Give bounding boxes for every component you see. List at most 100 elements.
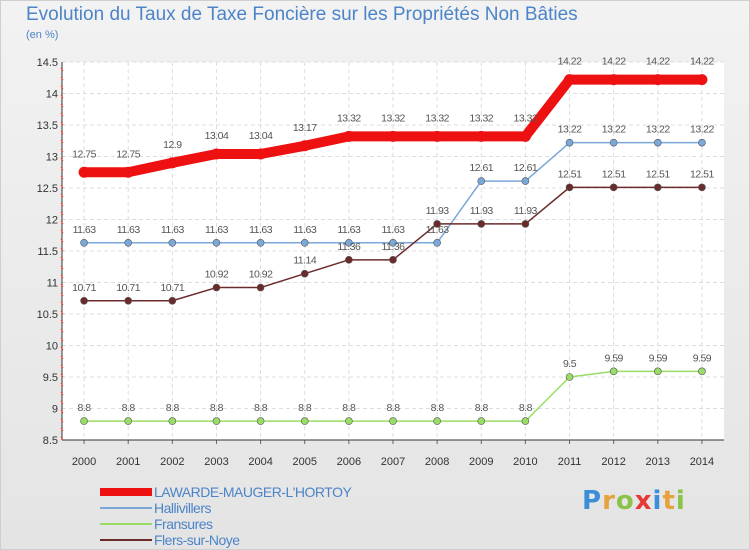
x-tick-label: 2007	[381, 456, 405, 468]
y-axis-dash	[60, 139, 64, 144]
data-label: 14.22	[558, 56, 582, 68]
x-tick-label: 2006	[337, 456, 361, 468]
x-tick-label: 2003	[204, 456, 228, 468]
x-tick-label: 2000	[72, 456, 96, 468]
y-axis-dash	[60, 274, 64, 279]
data-point	[653, 138, 662, 147]
x-tick-label: 2014	[690, 456, 714, 468]
y-axis-dash	[60, 427, 64, 432]
data-point	[609, 367, 618, 376]
data-label: 8.8	[342, 402, 356, 414]
data-label: 13.32	[337, 112, 361, 124]
data-label: 11.63	[249, 224, 273, 236]
y-axis-dash	[60, 112, 64, 117]
data-label: 8.8	[122, 402, 136, 414]
data-label: 11.36	[382, 241, 406, 253]
legend-swatch	[100, 523, 152, 525]
data-label: 13.22	[602, 124, 626, 136]
x-tick-label: 2001	[116, 456, 140, 468]
x-tick-label: 2009	[469, 456, 493, 468]
y-axis-dash	[60, 265, 64, 270]
data-point	[653, 183, 662, 192]
data-point	[698, 138, 706, 147]
data-label: 9.59	[604, 352, 623, 364]
data-label: 13.04	[205, 130, 229, 142]
logo-letter: i	[675, 486, 686, 516]
y-axis-dash	[60, 148, 64, 153]
data-point	[168, 296, 177, 305]
data-label: 13.22	[558, 124, 582, 136]
y-axis-dash	[60, 103, 64, 108]
x-tick-label: 2010	[513, 456, 537, 468]
y-tick-label: 10.5	[37, 309, 58, 321]
logo-letter: P	[582, 486, 603, 516]
y-axis-dash	[60, 184, 64, 189]
data-point	[80, 417, 88, 425]
y-tick-label: 9.5	[43, 372, 58, 384]
y-axis-dash	[60, 292, 64, 297]
x-tick-label: 2004	[248, 456, 272, 468]
data-point	[345, 417, 353, 425]
data-point	[78, 166, 90, 178]
y-axis-dash	[60, 409, 64, 414]
logo-letter: r	[602, 486, 616, 516]
data-point	[696, 74, 708, 86]
data-label: 11.63	[161, 224, 185, 236]
legend-label: LAWARDE-MAUGER-L'HORTOY	[154, 484, 352, 500]
data-point	[609, 183, 618, 192]
data-label: 8.8	[298, 402, 312, 414]
data-point	[389, 256, 397, 264]
chart-title: Evolution du Taux de Taxe Foncière sur l…	[26, 4, 578, 25]
y-tick-label: 14.5	[37, 57, 58, 69]
data-label: 13.04	[249, 130, 273, 142]
y-axis-dash	[60, 220, 64, 225]
y-axis-dash	[60, 319, 64, 324]
data-point	[255, 148, 267, 160]
x-tick-label: 2013	[646, 456, 670, 468]
logo-letter: x	[634, 486, 653, 516]
x-tick-label: 2005	[292, 456, 316, 468]
y-axis-dash	[60, 247, 64, 252]
data-point	[345, 239, 353, 247]
y-tick-label: 14	[46, 89, 58, 101]
data-label: 9.59	[649, 352, 668, 364]
data-label: 14.22	[690, 56, 714, 68]
data-point	[166, 157, 178, 169]
data-label: 10.92	[205, 269, 229, 281]
data-point	[698, 183, 706, 192]
data-label: 11.63	[426, 224, 450, 236]
data-label: 8.8	[166, 402, 180, 414]
y-axis-dash	[60, 283, 64, 288]
data-point	[521, 220, 530, 228]
y-axis-dash	[60, 229, 64, 234]
x-tick-label: 2011	[558, 456, 582, 468]
data-point	[698, 367, 706, 376]
data-point	[521, 177, 530, 185]
data-point	[519, 130, 531, 142]
data-point	[565, 373, 574, 381]
data-point	[433, 220, 441, 228]
y-axis-dash	[60, 346, 64, 351]
legend-swatch	[100, 488, 152, 496]
y-axis-dash	[60, 436, 64, 441]
y-axis-dash	[60, 157, 64, 162]
y-axis-dash	[60, 76, 64, 81]
data-label: 11.93	[426, 205, 450, 217]
y-axis-dash	[60, 166, 64, 171]
data-point	[299, 140, 311, 152]
data-point	[168, 239, 177, 247]
y-axis-dash	[60, 94, 64, 99]
data-label: 13.32	[425, 112, 449, 124]
data-point	[477, 177, 486, 185]
y-axis-dash	[60, 418, 64, 423]
data-point	[300, 239, 309, 247]
data-point	[168, 417, 177, 425]
data-label: 11.36	[337, 241, 361, 253]
y-axis-dash	[60, 175, 64, 180]
y-tick-label: 12	[46, 215, 58, 227]
data-point	[433, 417, 441, 425]
data-point	[521, 417, 530, 425]
data-label: 12.51	[646, 168, 670, 180]
x-tick-label: 2002	[160, 456, 184, 468]
y-axis-dash	[60, 193, 64, 198]
